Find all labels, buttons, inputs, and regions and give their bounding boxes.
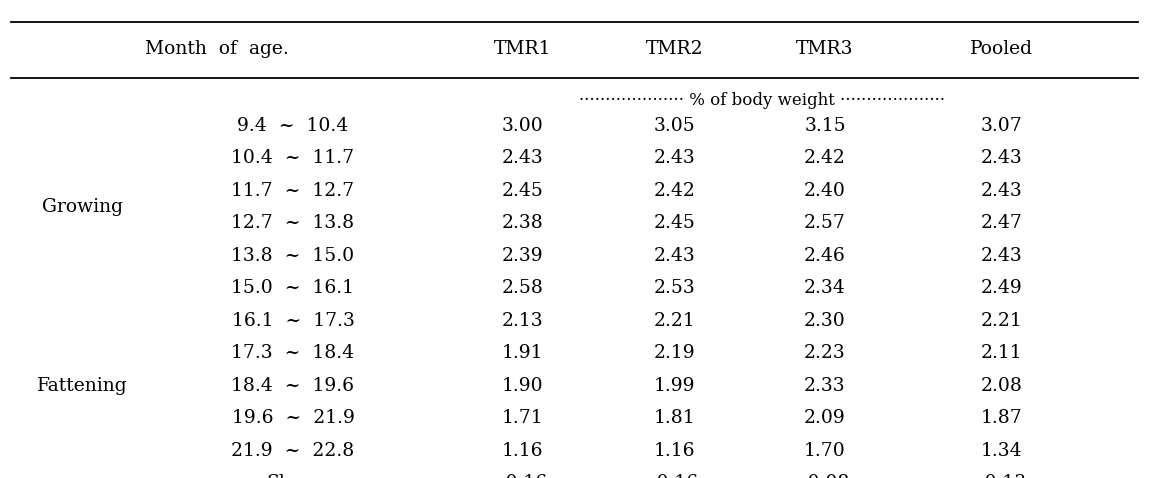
Text: -0.16: -0.16 [499, 474, 547, 478]
Text: 2.57: 2.57 [804, 214, 846, 232]
Text: 1.99: 1.99 [654, 377, 695, 395]
Text: 1.16: 1.16 [654, 442, 695, 460]
Text: 1.70: 1.70 [804, 442, 846, 460]
Text: TMR1: TMR1 [494, 40, 552, 58]
Text: 2.45: 2.45 [502, 182, 543, 200]
Text: Pooled: Pooled [971, 40, 1033, 58]
Text: 12.7  ~  13.8: 12.7 ~ 13.8 [231, 214, 355, 232]
Text: ···················· % of body weight ····················: ···················· % of body weight ··… [579, 92, 946, 109]
Text: 2.30: 2.30 [804, 312, 846, 330]
Text: -0.16: -0.16 [650, 474, 699, 478]
Text: 2.19: 2.19 [654, 344, 695, 362]
Text: TMR2: TMR2 [646, 40, 703, 58]
Text: 2.21: 2.21 [981, 312, 1023, 330]
Text: 2.42: 2.42 [804, 149, 846, 167]
Text: 2.33: 2.33 [804, 377, 846, 395]
Text: Growing: Growing [43, 198, 123, 216]
Text: 11.7  ~  12.7: 11.7 ~ 12.7 [231, 182, 355, 200]
Text: Month  of  age.: Month of age. [145, 40, 288, 58]
Text: 2.43: 2.43 [654, 247, 695, 265]
Text: 2.40: 2.40 [804, 182, 846, 200]
Text: 2.49: 2.49 [981, 279, 1023, 297]
Text: 2.53: 2.53 [654, 279, 695, 297]
Text: 2.47: 2.47 [981, 214, 1023, 232]
Text: 3.15: 3.15 [804, 117, 846, 135]
Text: 1.90: 1.90 [502, 377, 543, 395]
Text: 2.43: 2.43 [654, 149, 695, 167]
Text: TMR3: TMR3 [796, 40, 854, 58]
Text: 2.45: 2.45 [654, 214, 695, 232]
Text: -0.13: -0.13 [978, 474, 1026, 478]
Text: 16.1  ~  17.3: 16.1 ~ 17.3 [232, 312, 354, 330]
Text: 2.43: 2.43 [981, 247, 1023, 265]
Text: 1.91: 1.91 [502, 344, 543, 362]
Text: 2.11: 2.11 [981, 344, 1023, 362]
Text: 2.46: 2.46 [804, 247, 846, 265]
Text: 2.09: 2.09 [804, 409, 846, 427]
Text: 2.21: 2.21 [654, 312, 695, 330]
Text: 1.34: 1.34 [981, 442, 1023, 460]
Text: 2.13: 2.13 [502, 312, 543, 330]
Text: 1.16: 1.16 [502, 442, 543, 460]
Text: 2.38: 2.38 [502, 214, 543, 232]
Text: 2.43: 2.43 [502, 149, 543, 167]
Text: -0.08: -0.08 [801, 474, 849, 478]
Text: 2.42: 2.42 [654, 182, 695, 200]
Text: 1.71: 1.71 [502, 409, 543, 427]
Text: 3.00: 3.00 [502, 117, 543, 135]
Text: 2.58: 2.58 [502, 279, 543, 297]
Text: 2.39: 2.39 [502, 247, 543, 265]
Text: 2.43: 2.43 [981, 182, 1023, 200]
Text: 15.0  ~  16.1: 15.0 ~ 16.1 [231, 279, 355, 297]
Text: 3.07: 3.07 [981, 117, 1023, 135]
Text: Fattening: Fattening [38, 377, 128, 395]
Text: 1.81: 1.81 [654, 409, 695, 427]
Text: 2.43: 2.43 [981, 149, 1023, 167]
Text: 21.9  ~  22.8: 21.9 ~ 22.8 [231, 442, 355, 460]
Text: 3.05: 3.05 [654, 117, 695, 135]
Text: 18.4  ~  19.6: 18.4 ~ 19.6 [231, 377, 355, 395]
Text: 1.87: 1.87 [981, 409, 1023, 427]
Text: 10.4  ~  11.7: 10.4 ~ 11.7 [231, 149, 355, 167]
Text: 2.23: 2.23 [804, 344, 846, 362]
Text: 2.34: 2.34 [804, 279, 846, 297]
Text: 13.8  ~  15.0: 13.8 ~ 15.0 [231, 247, 355, 265]
Text: 17.3  ~  18.4: 17.3 ~ 18.4 [231, 344, 355, 362]
Text: Slope: Slope [267, 474, 319, 478]
Text: 9.4  ~  10.4: 9.4 ~ 10.4 [238, 117, 348, 135]
Text: 2.08: 2.08 [981, 377, 1023, 395]
Text: 19.6  ~  21.9: 19.6 ~ 21.9 [232, 409, 354, 427]
